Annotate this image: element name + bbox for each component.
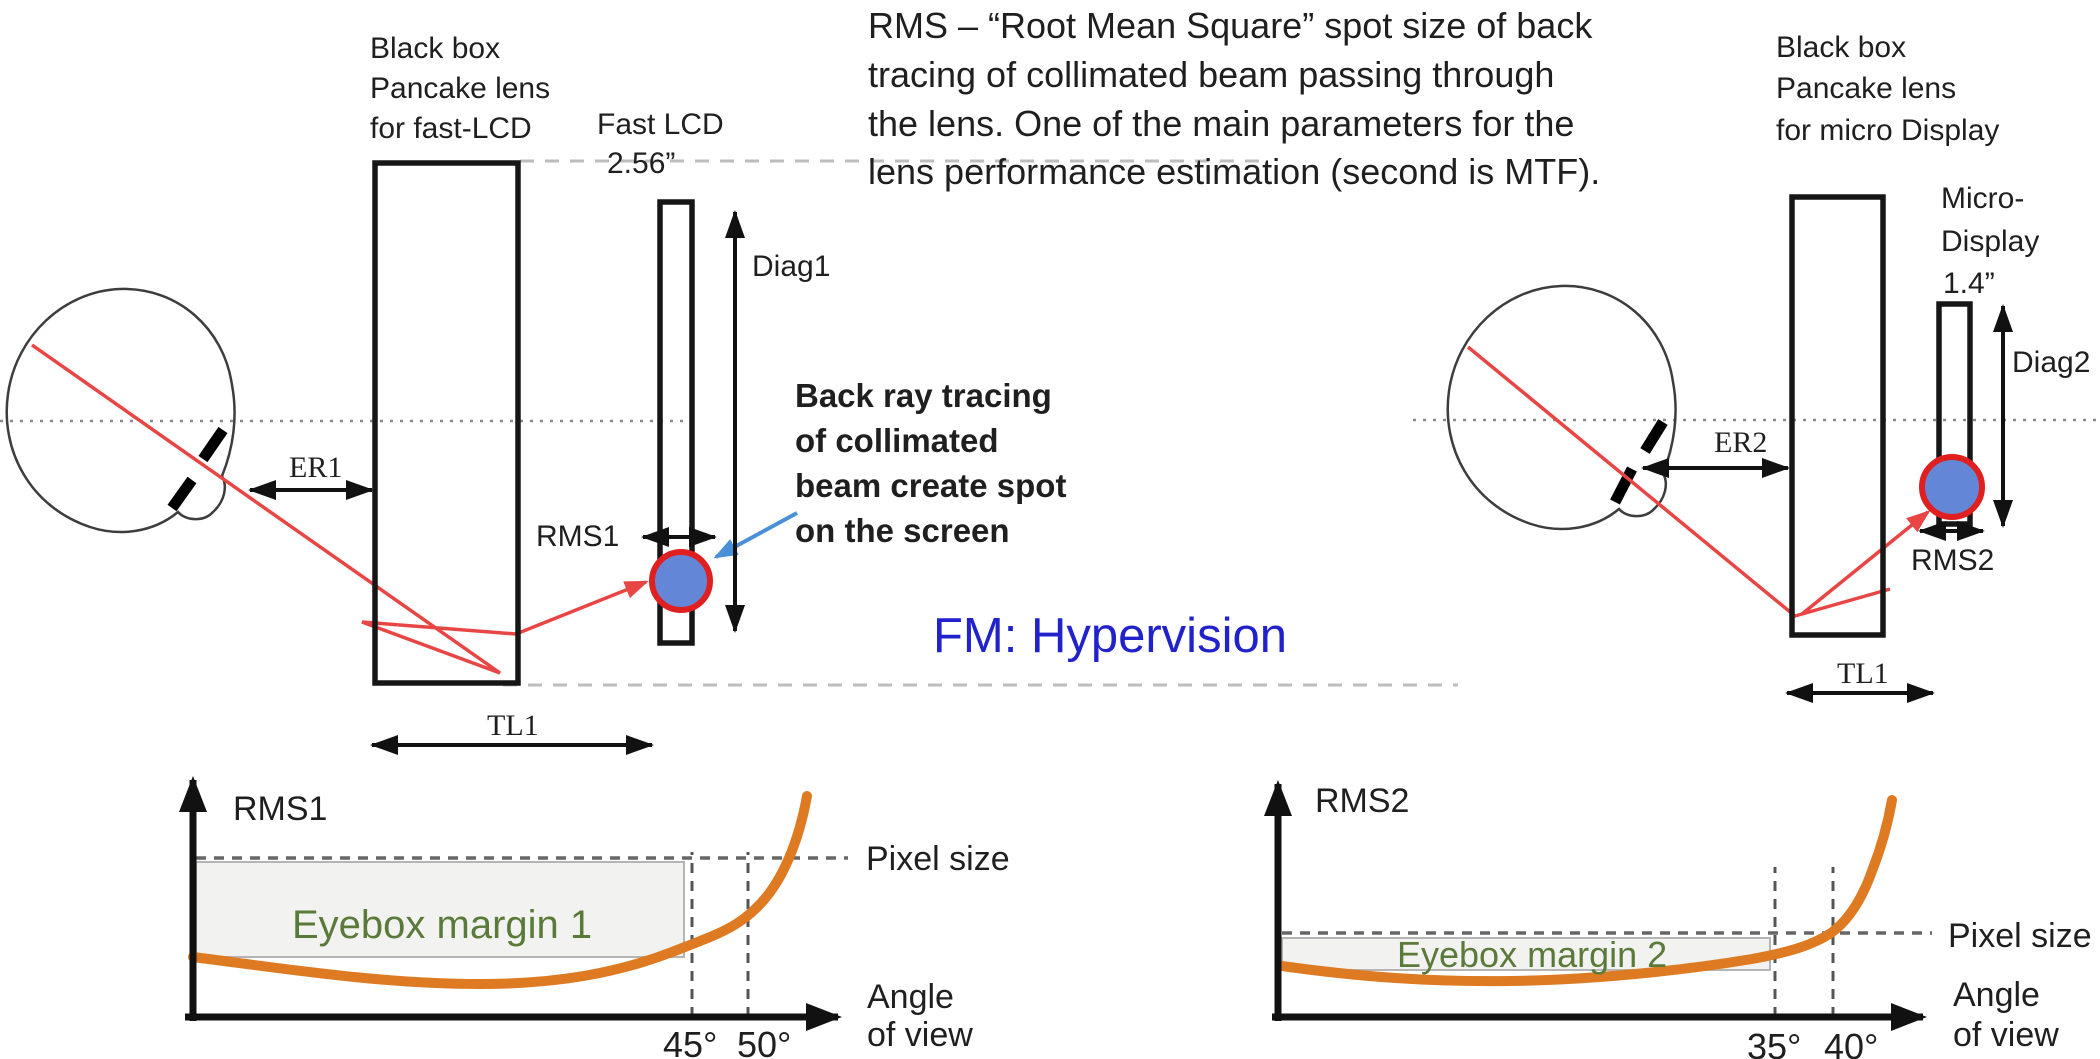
right-eye-outline (1446, 284, 1677, 531)
note-line-2: tracing of collimated beam passing throu… (868, 54, 1554, 95)
right-graph-x-label-line-2: of view (1953, 1016, 2059, 1054)
micro-display-label-line-2: Display (1941, 225, 2039, 258)
left-ray-path (30, 343, 649, 675)
diag2-label: Diag2 (2012, 346, 2090, 379)
tl1-left-label: TL1 (487, 709, 539, 742)
left-rms-spot (649, 549, 713, 613)
description-note: RMS – “Root Mean Square” spot size of ba… (868, 5, 1600, 192)
right-pupil-dash-lower (1610, 466, 1637, 505)
left-graph-threshold-label: Pixel size (866, 840, 1010, 878)
spot-note-line-3: beam create spot (795, 467, 1066, 504)
right-graph-y-label: RMS2 (1315, 782, 1409, 820)
left-lens-label-line-2: Pancake lens (370, 72, 550, 105)
micro-display-label-line-3: 1.4” (1943, 267, 1995, 300)
left-graph-tick-50: 50° (737, 1024, 791, 1059)
right-pancake-lens-box (1789, 194, 1886, 638)
diag1-label: Diag1 (752, 250, 830, 283)
fast-lcd-panel (657, 199, 695, 646)
right-graph: RMS2 Pixel size Eyebox margin 2 Angle of… (1264, 780, 2092, 1059)
rms1-curve (188, 791, 812, 990)
rms2-label: RMS2 (1911, 544, 1994, 577)
left-graph-y-label: RMS1 (233, 790, 327, 828)
left-assembly: Black box Pancake lens for fast-LCD Fast… (5, 32, 1066, 755)
left-pupil-dash-lower (167, 476, 197, 512)
right-graph-threshold-label: Pixel size (1948, 917, 2092, 955)
left-graph-x-label-line-2: of view (867, 1016, 973, 1054)
spot-note-line-2: of collimated (795, 422, 999, 459)
note-line-1: RMS – “Root Mean Square” spot size of ba… (868, 5, 1593, 46)
right-graph-tick-35: 35° (1747, 1026, 1801, 1059)
left-graph-tick-45: 45° (663, 1024, 717, 1059)
right-lens-label-line-1: Black box (1776, 31, 1906, 64)
fast-lcd-label-line-2: 2.56” (607, 147, 675, 180)
watermark-text: FM: Hypervision (933, 609, 1287, 663)
right-rms-spot (1919, 454, 1985, 520)
left-graph-x-label-line-1: Angle (867, 978, 954, 1016)
left-lens-label-line-1: Black box (370, 32, 500, 65)
right-lens-label-line-3: for micro Display (1776, 114, 1999, 147)
left-lens-label-line-3: for fast-LCD (370, 112, 532, 145)
left-pancake-lens-box (372, 160, 521, 686)
right-ray-path (1466, 345, 1931, 618)
left-eye-outline (5, 287, 236, 534)
right-pupil-dash-upper (1640, 419, 1668, 454)
fast-lcd-label-line-1: Fast LCD (597, 108, 724, 141)
right-assembly: Black box Pancake lens for micro Display… (1446, 31, 2090, 703)
left-graph: RMS1 Pixel size Eyebox margin 1 Angle of… (179, 776, 1010, 1059)
micro-display-label-line-1: Micro- (1941, 182, 2024, 215)
rms2-curve (1277, 795, 1897, 987)
spot-note-line-1: Back ray tracing (795, 377, 1052, 414)
note-line-4: lens performance estimation (second is M… (868, 151, 1600, 192)
spot-callout-arrow (713, 511, 798, 559)
er2-label: ER2 (1714, 426, 1767, 459)
spot-note-line-4: on the screen (795, 512, 1010, 549)
right-graph-x-label-line-1: Angle (1953, 976, 2040, 1014)
tl1-right-label: TL1 (1837, 657, 1889, 690)
spot-note: Back ray tracing of collimated beam crea… (795, 377, 1066, 549)
note-line-3: the lens. One of the main parameters for… (868, 103, 1574, 144)
left-pupil-dash-upper (198, 426, 228, 463)
eyebox-margin-1-label: Eyebox margin 1 (292, 903, 592, 947)
rms1-label: RMS1 (536, 520, 619, 553)
er1-label: ER1 (289, 451, 342, 484)
right-graph-tick-40: 40° (1824, 1026, 1878, 1059)
eyebox-margin-1-region (195, 861, 685, 958)
eyebox-margin-2-label: Eyebox margin 2 (1397, 934, 1667, 975)
right-lens-label-line-2: Pancake lens (1776, 72, 1956, 105)
